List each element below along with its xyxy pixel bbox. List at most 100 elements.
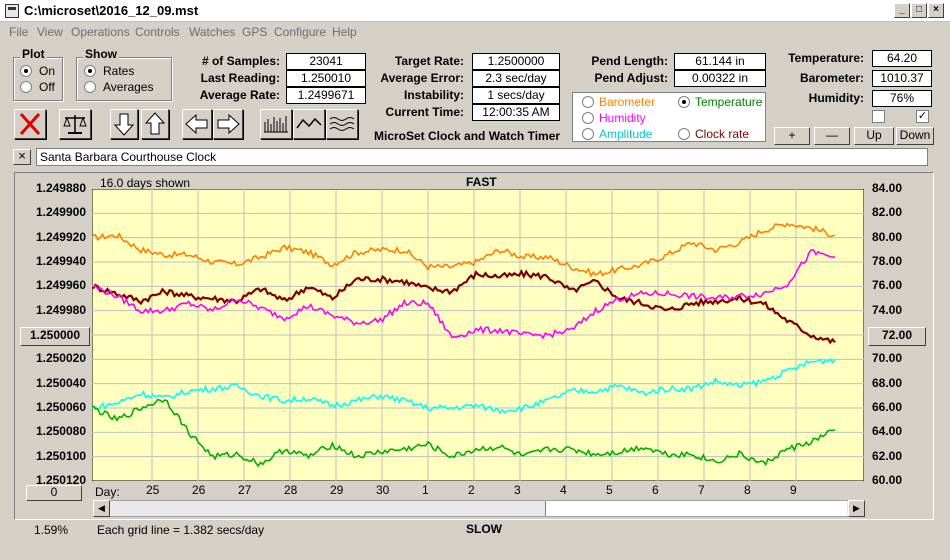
fast-label: FAST: [466, 175, 497, 189]
minimize-icon[interactable]: _: [894, 3, 910, 18]
temperature-radio[interactable]: [678, 96, 690, 108]
amplitude-option-label: Amplitude: [599, 127, 653, 141]
x-tick-label: 4: [560, 483, 567, 497]
last-reading-value: 1.250010: [286, 70, 366, 87]
right-checkbox[interactable]: ✓: [916, 110, 929, 123]
scale-button[interactable]: [59, 109, 91, 139]
avg-rate-label: Average Rate:: [199, 88, 280, 102]
app-subtitle: MicroSet Clock and Watch Timer: [374, 129, 561, 143]
series-line-clock-rate: [92, 268, 836, 345]
offset-button[interactable]: 0: [26, 485, 82, 501]
bars-view-button[interactable]: [260, 109, 292, 139]
pend-length-value: 61.144 in: [674, 53, 766, 70]
avg-error-label: Average Error:: [380, 71, 464, 85]
humidity-radio[interactable]: [582, 112, 594, 124]
samples-value: 23041: [286, 53, 366, 70]
avg-error-value: 2.3 sec/day: [472, 70, 560, 87]
clock-name-input[interactable]: Santa Barbara Courthouse Clock: [36, 148, 928, 166]
arrow-down-button[interactable]: [110, 109, 138, 139]
maximize-icon[interactable]: □: [911, 3, 927, 18]
close-x-icon: ×: [18, 148, 26, 163]
plus-button[interactable]: +: [774, 127, 810, 145]
show-averages-radio[interactable]: [84, 81, 96, 93]
show-rates-radio[interactable]: [84, 65, 96, 77]
arrow-down-icon: [113, 113, 135, 136]
humidity-option-label: Humidity: [599, 111, 646, 125]
left-checkbox[interactable]: [872, 110, 885, 123]
last-reading-label: Last Reading:: [200, 71, 280, 85]
show-group: [76, 57, 172, 101]
y-right-tick-label: 70.00: [872, 351, 903, 366]
scroll-right-button[interactable]: ▶: [848, 500, 865, 517]
y-left-tick-label: 1.249940: [35, 254, 86, 268]
temperature-option-label: Temperature: [695, 95, 763, 109]
menu-operations[interactable]: Operations: [71, 25, 130, 39]
y-left-tick-label: 1.250060: [35, 400, 86, 414]
temperature-value: 64.20: [872, 50, 932, 67]
x-tick-label: 1: [422, 483, 429, 497]
down-button[interactable]: Down: [896, 127, 934, 145]
scroll-left-button[interactable]: ◀: [93, 500, 110, 517]
arrow-right-button[interactable]: [213, 109, 243, 139]
pend-adjust-value: 0.00322 in: [674, 70, 766, 87]
menu-watches[interactable]: Watches: [189, 25, 236, 39]
series-layer: [92, 222, 836, 468]
title-bar: C:\microset\2016_12_09.mst _ □ ×: [0, 0, 950, 22]
percent-readout: 1.59%: [34, 523, 69, 537]
minus-button[interactable]: —: [814, 127, 850, 145]
menu-help[interactable]: Help: [332, 25, 357, 39]
plot-off-label: Off: [39, 80, 55, 94]
show-group-title: Show: [83, 47, 119, 61]
center-rate-button[interactable]: 1.250000: [20, 327, 90, 346]
clear-name-button[interactable]: ×: [13, 149, 31, 165]
y-right-tick-label: 84.00: [872, 181, 903, 195]
arrow-left-button[interactable]: [182, 109, 212, 139]
scale-icon: [63, 115, 87, 134]
scroll-thumb[interactable]: [545, 501, 847, 516]
plot-off-radio[interactable]: [20, 81, 32, 93]
waves-view-button[interactable]: [326, 109, 358, 139]
x-tick-label: 26: [192, 483, 206, 497]
humidity-value: 76%: [872, 90, 932, 107]
x-tick-label: 6: [652, 483, 659, 497]
close-icon[interactable]: ×: [928, 3, 944, 18]
menu-configure[interactable]: Configure: [274, 25, 327, 39]
barometer-radio[interactable]: [582, 96, 594, 108]
app-icon[interactable]: [5, 4, 19, 18]
plot-group: [13, 57, 63, 101]
x-tick-label: 30: [376, 483, 390, 497]
wave-view-button[interactable]: [293, 109, 325, 139]
barometer-option-label: Barometer: [599, 95, 656, 109]
y-left-tick-label: 1.250080: [35, 424, 86, 439]
y-left-tick-label: 1.249980: [35, 302, 86, 317]
x-tick-label: 8: [744, 483, 751, 497]
menu-file[interactable]: File: [9, 25, 29, 39]
up-button[interactable]: Up: [854, 127, 894, 145]
x-tick-label: 27: [238, 483, 252, 497]
clock-rate-radio[interactable]: [678, 128, 690, 140]
sensor-options-box: [572, 92, 766, 142]
y-left-tick-label: 1.250040: [35, 375, 86, 390]
waves-view-icon: [329, 117, 355, 131]
avg-rate-value: 1.2499671: [286, 87, 366, 104]
arrow-right-icon: [217, 113, 240, 135]
y-right-tick-label: 64.00: [872, 424, 903, 439]
center-sensor-button[interactable]: 72.00: [868, 327, 926, 346]
y-left-tick-label: 1.250100: [35, 448, 86, 463]
arrow-up-button[interactable]: [141, 109, 169, 139]
amplitude-radio[interactable]: [582, 128, 594, 140]
menu-view[interactable]: View: [37, 25, 63, 39]
humidity-label: Humidity:: [808, 91, 864, 105]
y-right-tick-label: 68.00: [872, 375, 903, 390]
clock-rate-option-label: Clock rate: [695, 127, 750, 141]
x-tick-label: 25: [146, 483, 160, 497]
stop-icon: [19, 112, 41, 136]
pend-adjust-label: Pend Adjust:: [594, 71, 668, 85]
stop-button[interactable]: [14, 109, 46, 139]
menu-gps[interactable]: GPS: [242, 25, 268, 39]
y-right-tick-label: 66.00: [872, 400, 903, 414]
plot-on-radio[interactable]: [20, 65, 32, 77]
instability-label: Instability:: [403, 88, 464, 102]
menu-controls[interactable]: Controls: [135, 25, 180, 39]
y-left-tick-label: 1.250020: [35, 351, 86, 366]
